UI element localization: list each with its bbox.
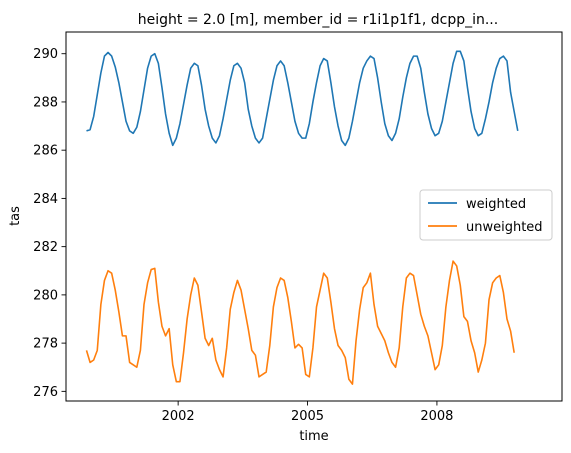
y-tick-label: 276 — [33, 385, 58, 400]
y-tick-label: 288 — [33, 95, 58, 110]
chart-title: height = 2.0 [m], member_id = r1i1p1f1, … — [138, 12, 498, 28]
y-tick-label: 280 — [33, 288, 58, 303]
y-tick-label: 290 — [33, 47, 58, 62]
legend-label-unweighted: unweighted — [466, 220, 543, 235]
x-tick-label: 2002 — [162, 409, 195, 424]
series-layer — [85, 50, 519, 385]
legend-label-weighted: weighted — [466, 197, 526, 212]
y-axis-label: tas — [8, 206, 23, 226]
legend: weighted unweighted — [419, 189, 553, 241]
x-axis: 2002 2005 2008 — [162, 401, 453, 424]
y-tick-label: 282 — [33, 240, 58, 255]
x-axis-label: time — [299, 429, 328, 444]
y-axis: 276 278 280 282 284 286 288 290 — [33, 47, 66, 400]
x-tick-label: 2005 — [291, 409, 324, 424]
y-tick-label: 286 — [33, 144, 58, 159]
x-tick-label: 2008 — [420, 409, 453, 424]
series-line-weighted — [86, 50, 519, 147]
series-line-unweighted — [85, 260, 515, 385]
y-tick-label: 278 — [33, 337, 58, 352]
y-tick-label: 284 — [33, 192, 58, 207]
